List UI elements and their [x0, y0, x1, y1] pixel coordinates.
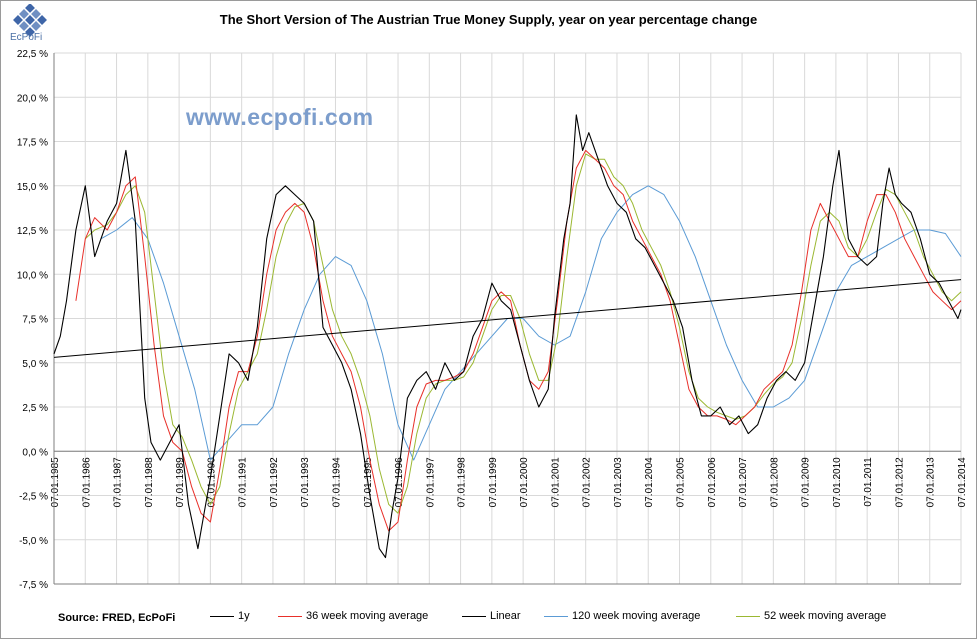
y-tick-label: 0,0 %: [22, 447, 48, 458]
legend-swatch-ma36: [278, 615, 302, 617]
x-tick-label: 07.01.2002: [582, 457, 593, 507]
x-tick-label: 07.01.1999: [488, 457, 499, 507]
series-ma120-line: [100, 185, 962, 461]
x-tick-label: 07.01.2006: [707, 457, 718, 507]
series-1y-line: [53, 114, 962, 559]
ecpofi-logo-icon: [13, 4, 47, 37]
legend-item-ma52: 52 week moving average: [736, 610, 886, 622]
x-tick-label: 07.01.1988: [144, 457, 155, 507]
legend-swatch-linear: [462, 615, 486, 617]
y-tick-label: 22,5 %: [17, 49, 48, 60]
x-tick-label: 07.01.1985: [50, 457, 61, 507]
x-tick-label: 07.01.2008: [769, 457, 780, 507]
x-tick-label: 07.01.2011: [863, 457, 874, 507]
series-ma52-line: [84, 153, 962, 514]
x-tick-label: 07.01.2004: [644, 457, 655, 507]
legend-item-ma120: 120 week moving average: [544, 610, 700, 622]
x-tick-label: 07.01.1989: [175, 457, 186, 507]
x-tick-label: 07.01.1990: [206, 457, 217, 507]
x-tick-label: 07.01.1986: [81, 457, 92, 507]
y-tick-label: 10,0 %: [17, 270, 48, 281]
x-tick-label: 07.01.2001: [550, 457, 561, 507]
legend-item-linear: Linear: [462, 610, 521, 622]
legend-item-ma36: 36 week moving average: [278, 610, 428, 622]
legend-item-1y: 1y: [210, 610, 250, 622]
x-tick-label: 07.01.2012: [894, 457, 905, 507]
x-tick-label: 07.01.2009: [801, 457, 812, 507]
legend-label-ma36: 36 week moving average: [306, 610, 429, 622]
x-tick-label: 07.01.2010: [832, 457, 843, 507]
logo-text: EcPoFi: [10, 32, 43, 43]
x-tick-label: 07.01.2014: [957, 457, 968, 507]
legend-swatch-ma120: [544, 615, 568, 617]
x-tick-label: 07.01.1991: [238, 457, 249, 507]
legend-swatch-ma52: [736, 615, 760, 617]
chart-title: The Short Version of The Austrian True M…: [219, 12, 758, 27]
y-tick-label: 5,0 %: [22, 359, 48, 370]
legend-label-linear: Linear: [490, 610, 521, 622]
x-tick-label: 07.01.2005: [676, 457, 687, 507]
y-tick-label: 15,0 %: [17, 182, 48, 193]
x-tick-label: 07.01.2003: [613, 457, 624, 507]
x-tick-label: 07.01.1997: [425, 457, 436, 507]
x-tick-label: 07.01.1993: [300, 457, 311, 507]
x-tick-label: 07.01.2000: [519, 457, 530, 507]
x-tick-label: 07.01.1987: [113, 457, 124, 507]
x-tick-label: 07.01.1998: [457, 457, 468, 507]
y-tick-label: -7,5 %: [19, 580, 48, 591]
y-tick-label: 7,5 %: [22, 315, 48, 326]
legend: 1y 36 week moving average Linear 120 wee…: [0, 610, 977, 626]
y-tick-label: 12,5 %: [17, 226, 48, 237]
legend-label-1y: 1y: [238, 610, 250, 622]
source-label: Source: FRED, EcPoFi: [58, 612, 176, 624]
series-linear-line: [53, 279, 962, 358]
y-tick-label: 20,0 %: [17, 93, 48, 104]
y-tick-label: -5,0 %: [19, 536, 48, 547]
y-tick-label: -2,5 %: [19, 492, 48, 503]
x-tick-label: 07.01.2013: [926, 457, 937, 507]
x-tick-label: 07.01.1994: [331, 457, 342, 507]
y-tick-label: 2,5 %: [22, 403, 48, 414]
watermark-url: www.ecpofi.com: [186, 104, 374, 130]
x-tick-label: 07.01.1996: [394, 457, 405, 507]
legend-label-ma52: 52 week moving average: [764, 610, 887, 622]
y-tick-label: 17,5 %: [17, 138, 48, 149]
legend-swatch-1y: [210, 615, 234, 617]
x-tick-label: 07.01.2007: [738, 457, 749, 507]
x-tick-label: 07.01.1992: [269, 457, 280, 507]
legend-label-ma120: 120 week moving average: [572, 610, 701, 622]
